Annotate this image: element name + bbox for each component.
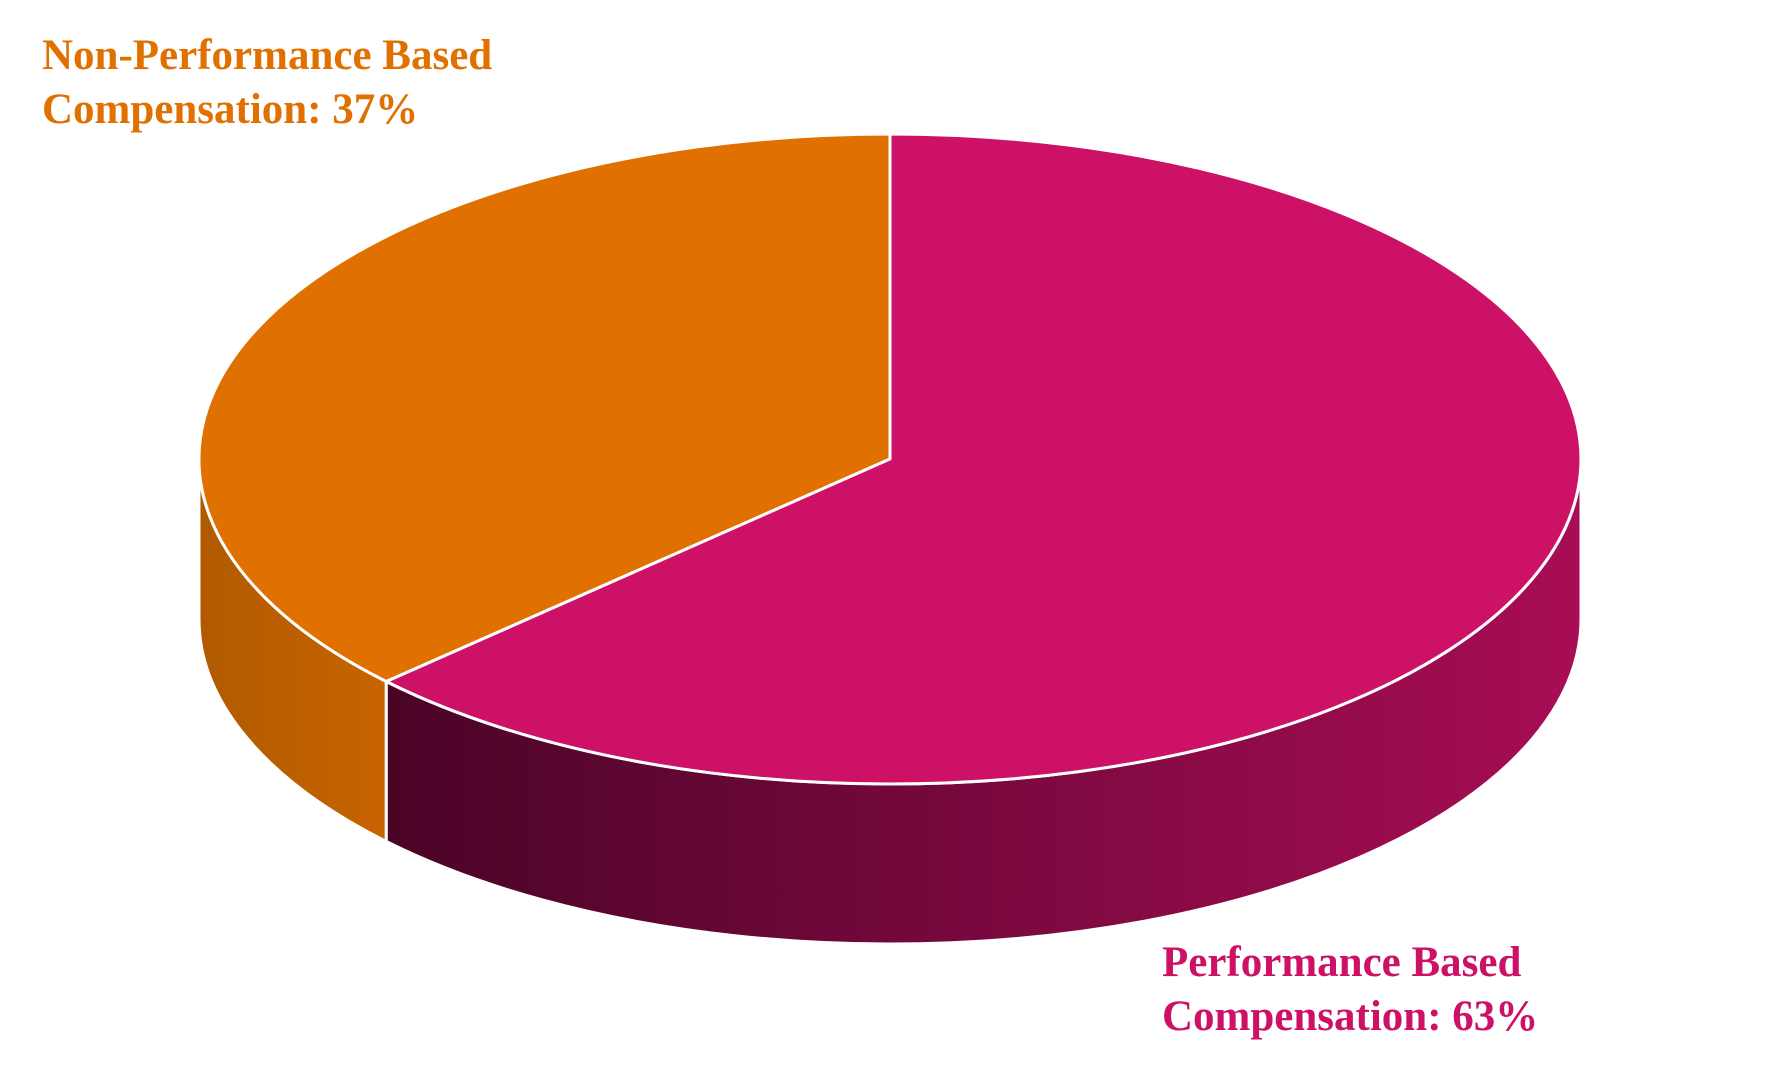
- data-label: Non-Performance Based: [42, 32, 492, 79]
- data-label: Compensation: 63%: [1162, 993, 1538, 1040]
- data-label: Compensation: 37%: [42, 86, 418, 133]
- slice-top: [384, 132, 1583, 786]
- slice-top: [197, 132, 892, 683]
- data-label: Performance Based: [1162, 939, 1521, 986]
